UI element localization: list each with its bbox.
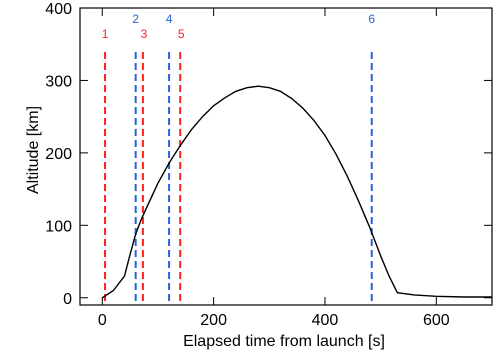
x-tick-label: 600 bbox=[423, 312, 450, 329]
event-marker-label: 5 bbox=[178, 27, 185, 41]
altitude-curve bbox=[101, 85, 492, 299]
y-tick-label: 0 bbox=[63, 291, 72, 308]
event-marker-label: 3 bbox=[141, 27, 148, 41]
y-axis-ticks: 0 100 200 300 400 bbox=[45, 1, 492, 308]
event-marker-label: 6 bbox=[368, 12, 375, 26]
x-tick-label: 400 bbox=[312, 312, 339, 329]
x-axis-label: Elapsed time from launch [s] bbox=[183, 333, 385, 350]
y-tick-label: 100 bbox=[45, 218, 72, 235]
y-tick-label: 300 bbox=[45, 73, 72, 90]
x-tick-label: 0 bbox=[98, 312, 107, 329]
event-marker-label: 4 bbox=[166, 12, 173, 26]
event-marker-label: 2 bbox=[132, 12, 139, 26]
event-marker-label: 1 bbox=[102, 27, 109, 41]
x-axis-ticks: 0 200 400 600 bbox=[98, 8, 450, 329]
y-tick-label: 200 bbox=[45, 146, 72, 163]
y-axis-label: Altitude [km] bbox=[25, 106, 42, 194]
plot-frame bbox=[79, 7, 493, 306]
y-tick-label: 400 bbox=[45, 1, 72, 18]
x-tick-label: 200 bbox=[200, 312, 227, 329]
event-markers: 1 23 45 6 bbox=[102, 12, 375, 305]
